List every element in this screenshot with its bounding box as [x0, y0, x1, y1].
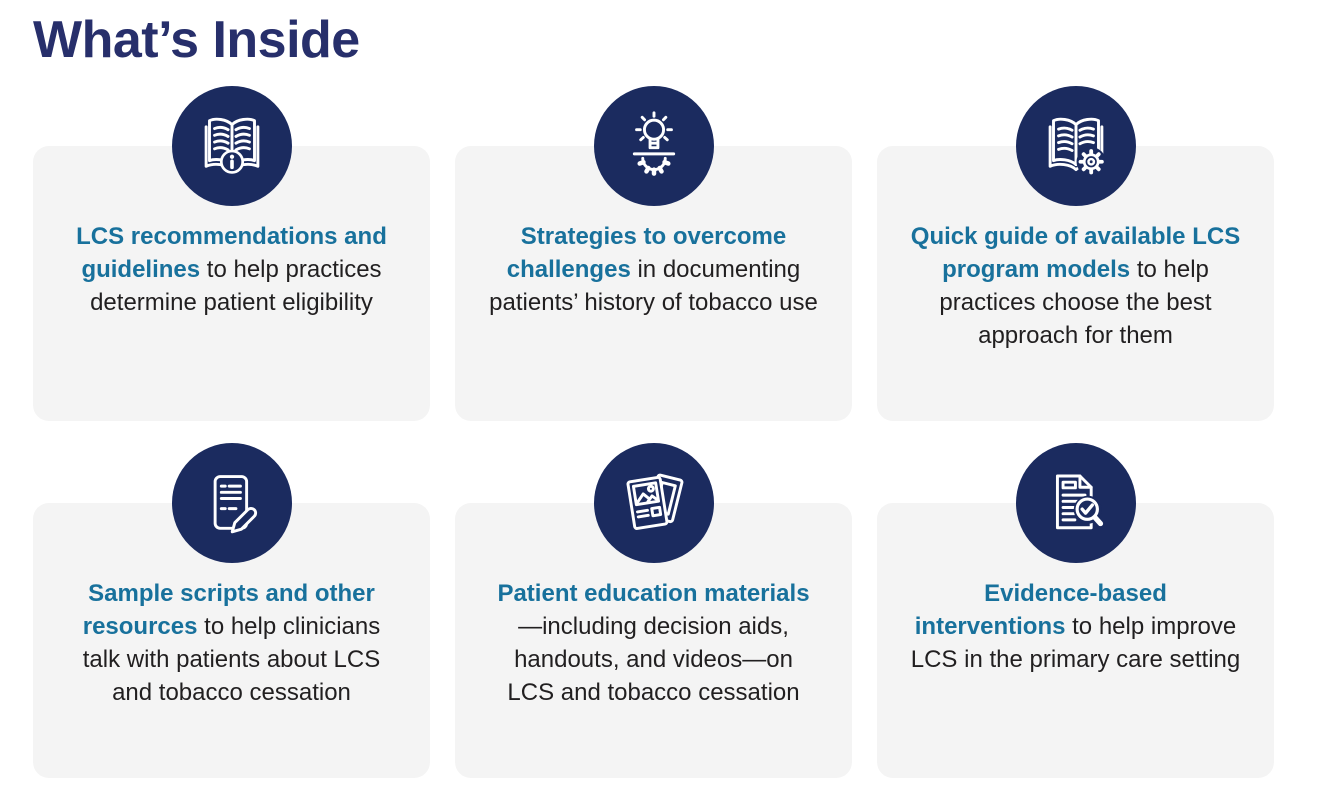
card-text: Sample scripts and other resources to he… — [67, 577, 397, 709]
card-rest: in documenting patients’ history of toba… — [489, 256, 818, 316]
card-highlight: LCS recommendations and guidelines — [76, 223, 387, 283]
card-rest: to help practices determine patient elig… — [90, 256, 382, 316]
card-text: Patient education materials —including de… — [489, 577, 819, 709]
card-highlight: Sample scripts and other resources — [82, 580, 375, 640]
card-highlight: Strategies to overcome challenges — [506, 223, 787, 283]
card-patient-education: Patient education materials —including de… — [455, 443, 852, 778]
card-quick-guide: Quick guide of available LCS program mod… — [877, 86, 1274, 421]
card-lcs-recommendations: LCS recommendations and guidelines to he… — [33, 86, 430, 421]
card-rest: to help improve LCS in the primary care … — [910, 613, 1241, 673]
card-text: Evidence-based interventions to help imp… — [911, 577, 1241, 676]
card-rest: to help clinicians talk with patients ab… — [82, 613, 381, 706]
card-text: LCS recommendations and guidelines to he… — [67, 220, 397, 319]
card-strategies: Strategies to overcome challenges in doc… — [455, 86, 852, 421]
card-rest: —including decision aids, handouts, and … — [507, 613, 800, 706]
card-body: Strategies to overcome challenges in doc… — [455, 146, 852, 421]
document-check-magnifier-icon — [1015, 443, 1136, 563]
card-highlight: Patient education materials — [497, 580, 810, 607]
feature-card-grid: LCS recommendations and guidelines to he… — [33, 86, 1324, 778]
card-sample-scripts: Sample scripts and other resources to he… — [33, 443, 430, 778]
card-highlight: Quick guide of available LCS program mod… — [910, 223, 1241, 283]
education-brochures-icon — [593, 443, 714, 563]
card-evidence-based: Evidence-based interventions to help imp… — [877, 443, 1274, 778]
open-book-gear-icon — [1015, 86, 1136, 206]
card-rest: to help practices choose the best approa… — [939, 256, 1212, 349]
open-book-info-icon — [171, 86, 292, 206]
document-pencil-icon — [171, 443, 292, 563]
card-text: Strategies to overcome challenges in doc… — [489, 220, 819, 319]
page-title: What’s Inside — [33, 11, 360, 69]
card-text: Quick guide of available LCS program mod… — [911, 220, 1241, 352]
card-highlight: Evidence-based interventions — [914, 580, 1167, 640]
lightbulb-gear-icon — [593, 86, 714, 206]
